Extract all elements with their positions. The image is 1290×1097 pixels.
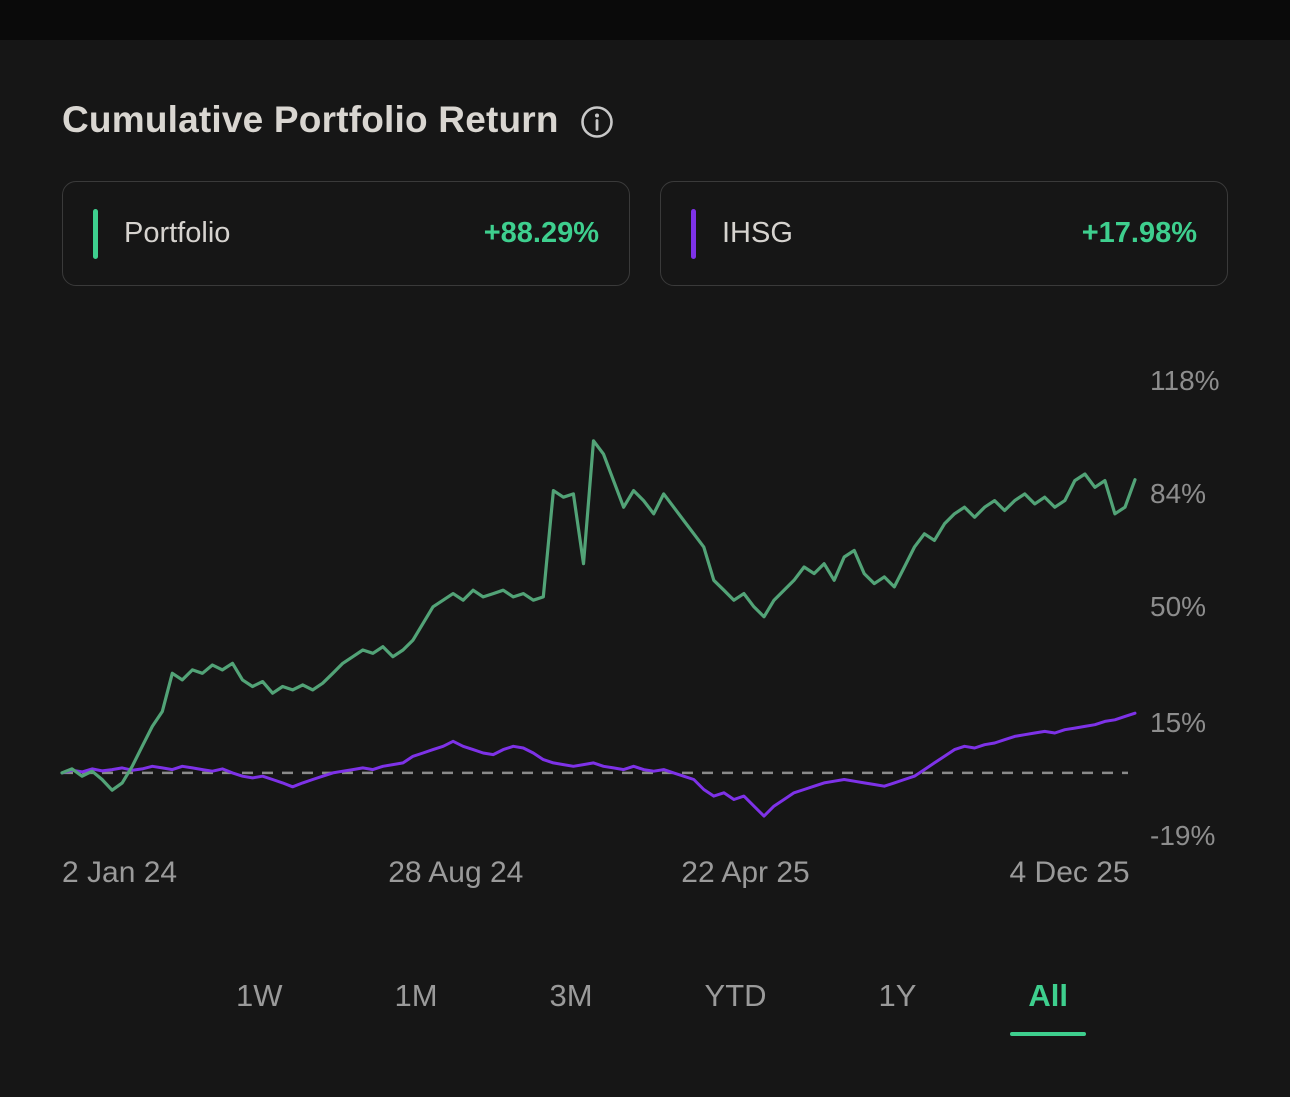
portfolio-color-swatch [93,208,98,259]
legend-row: Portfolio +88.29% IHSG +17.98% [62,181,1228,286]
cumulative-return-chart: 118% 84% 50% 15% -19% [60,365,1220,851]
y-tick-50: 50% [1150,591,1206,622]
range-option-ytd[interactable]: YTD [704,978,767,1013]
range-option-3m[interactable]: 3M [549,978,593,1013]
top-strip [0,0,1290,40]
range-option-1m[interactable]: 1M [394,978,438,1013]
x-tick-dec25: 4 Dec 25 [1009,856,1130,889]
header: Cumulative Portfolio Return [62,95,1228,145]
x-tick-jan24: 2 Jan 24 [62,856,178,889]
range-option-1y[interactable]: 1Y [878,978,917,1013]
ihsg-label: IHSG [722,217,793,249]
page-title: Cumulative Portfolio Return [62,99,559,140]
portfolio-return-page: Cumulative Portfolio Return Portfolio +8… [0,95,1290,1036]
chart-area[interactable]: 118% 84% 50% 15% -19% [0,336,1290,856]
range-selector: 1W 1M 3M YTD 1Y All [0,966,1290,1036]
ihsg-line [60,711,1137,818]
portfolio-line [60,439,1137,792]
range-option-1w[interactable]: 1W [236,978,283,1013]
x-tick-aug24: 28 Aug 24 [388,856,524,889]
legend-card-portfolio[interactable]: Portfolio +88.29% [62,181,630,286]
info-icon[interactable] [579,104,615,140]
y-tick-neg19: -19% [1150,820,1215,851]
x-tick-apr25: 22 Apr 25 [681,856,810,889]
y-tick-118: 118% [1150,365,1220,396]
y-tick-84: 84% [1150,478,1206,509]
y-tick-15: 15% [1150,707,1206,738]
legend-card-ihsg[interactable]: IHSG +17.98% [660,181,1228,286]
portfolio-label: Portfolio [124,217,231,249]
portfolio-value: +88.29% [483,217,599,249]
x-axis-labels: 2 Jan 24 28 Aug 24 22 Apr 25 4 Dec 25 [0,856,1290,904]
range-option-all[interactable]: All [1010,976,1086,1036]
ihsg-color-swatch [691,208,696,259]
ihsg-value: +17.98% [1081,217,1197,249]
